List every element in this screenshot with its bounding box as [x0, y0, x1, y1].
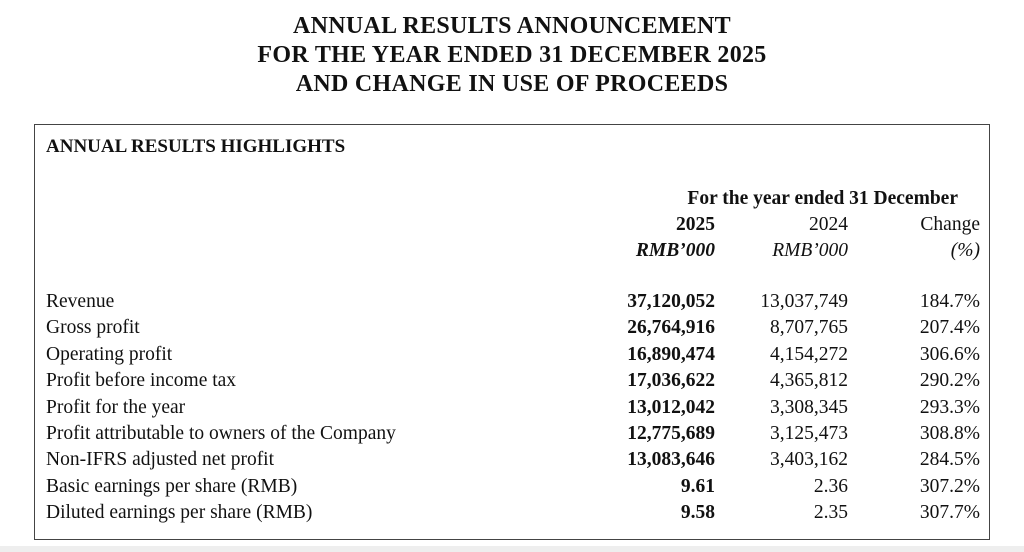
row-label: Profit for the year	[46, 396, 186, 418]
row-value: 284.5%	[919, 449, 980, 471]
row-value: 8,707,765	[770, 317, 848, 339]
title-line: ANNUAL RESULTS ANNOUNCEMENT	[293, 13, 731, 39]
row-value: 307.2%	[919, 475, 980, 497]
row-value: 293.3%	[919, 396, 980, 418]
row-value: 13,037,749	[760, 291, 848, 312]
row-value: 207.4%	[919, 317, 980, 339]
row-value: 3,403,162	[770, 449, 848, 471]
row-value: 4,365,812	[770, 370, 848, 392]
row-value: 308.8%	[919, 423, 980, 444]
row-value: 4,154,272	[770, 343, 848, 365]
row-label: Operating profit	[46, 343, 173, 365]
row-value: 306.6%	[919, 343, 980, 365]
row-label: Profit before income tax	[46, 370, 237, 392]
row-value: 2.36	[813, 475, 848, 497]
row-value: 17,036,622	[627, 370, 715, 392]
row-label: Non-IFRS adjusted net profit	[46, 449, 275, 471]
bottom-band	[0, 546, 1024, 552]
section-title: ANNUAL RESULTS HIGHLIGHTS	[46, 136, 346, 157]
row-value: 3,308,345	[770, 396, 848, 418]
row-value: 184.7%	[919, 291, 980, 312]
column-unit: RMB’000	[635, 240, 715, 261]
column-unit: (%)	[950, 240, 980, 261]
row-value: 13,012,042	[627, 396, 715, 418]
column-heading: 2024	[809, 214, 848, 235]
row-value: 12,775,689	[627, 423, 715, 444]
row-label: Diluted earnings per share (RMB)	[46, 502, 313, 524]
title-line: AND CHANGE IN USE OF PROCEEDS	[295, 71, 729, 97]
row-label: Basic earnings per share (RMB)	[46, 475, 298, 497]
row-value: 37,120,052	[627, 291, 715, 312]
row-value: 26,764,916	[627, 317, 715, 339]
row-value: 2.35	[813, 502, 848, 524]
title-line: FOR THE YEAR ENDED 31 DECEMBER 2025	[257, 42, 767, 68]
period-header: For the year ended 31 December	[687, 188, 958, 209]
row-value: 9.58	[680, 502, 715, 524]
row-label: Profit attributable to owners of the Com…	[46, 423, 396, 444]
row-value: 16,890,474	[627, 343, 715, 365]
column-unit: RMB’000	[772, 240, 848, 261]
row-value: 13,083,646	[627, 449, 715, 471]
row-value: 9.61	[680, 475, 715, 497]
row-value: 307.7%	[919, 502, 980, 524]
column-heading: Change	[920, 214, 980, 235]
highlights-box	[34, 124, 990, 540]
row-value: 3,125,473	[770, 423, 848, 444]
row-label: Gross profit	[46, 317, 140, 339]
column-heading: 2025	[676, 214, 715, 235]
row-label: Revenue	[46, 291, 115, 312]
row-value: 290.2%	[919, 370, 980, 392]
